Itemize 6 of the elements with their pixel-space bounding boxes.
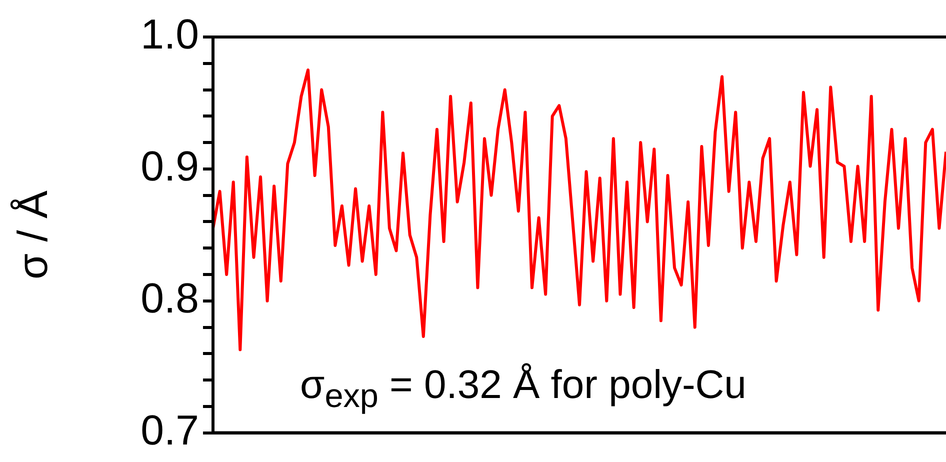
y-tick-label: 0.7 (140, 406, 199, 454)
y-tick-label: 0.9 (140, 142, 199, 190)
y-tick-label: 1.0 (140, 10, 199, 58)
y-tick-label: 0.8 (140, 274, 199, 322)
annotation: σ$_{exp}$ = 0.32 Å for poly-Cu (300, 363, 746, 415)
y-axis-title: σ / Å (8, 190, 56, 280)
